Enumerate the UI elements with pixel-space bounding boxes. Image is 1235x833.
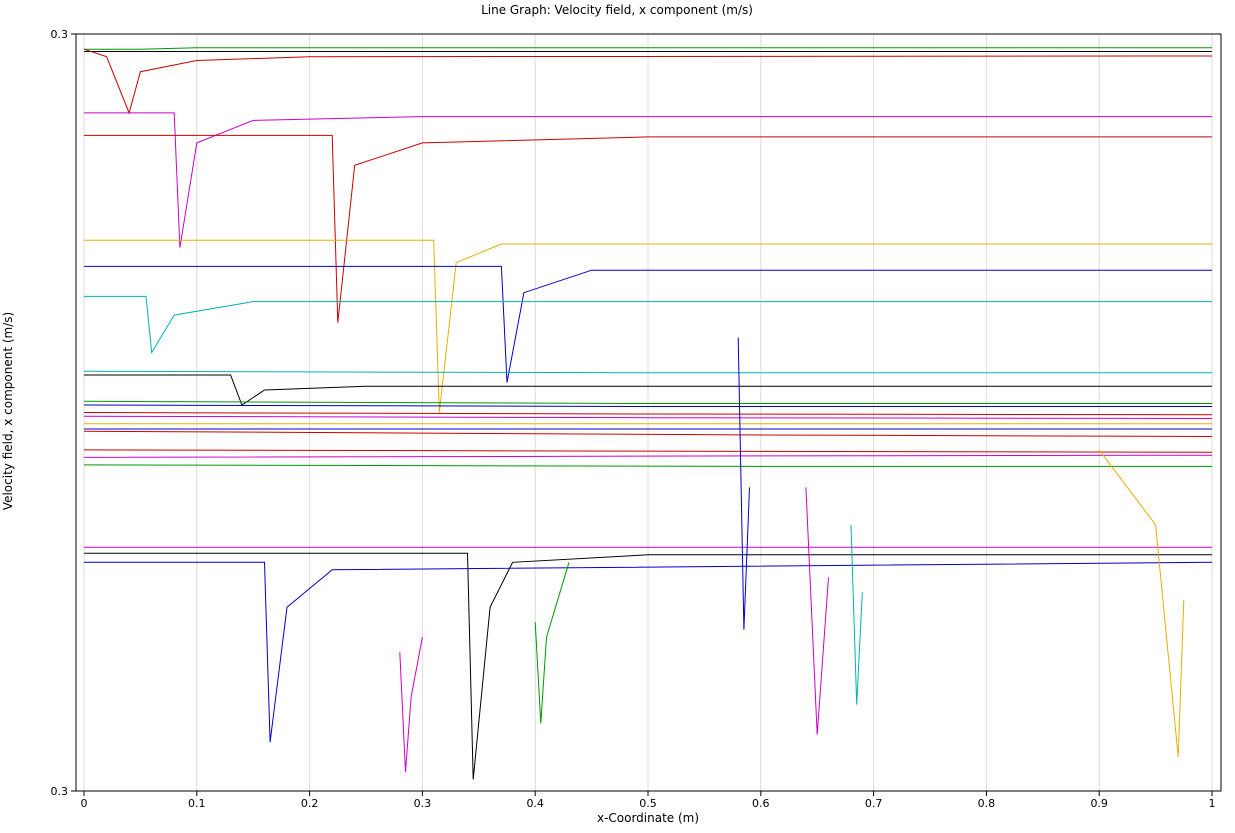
series-group [83, 47, 1213, 780]
series-line-18 [83, 454, 1213, 458]
x-tick-label: 0.7 [865, 797, 883, 810]
x-tick-label: 0.2 [301, 797, 319, 810]
series-line-16 [83, 430, 1213, 437]
series-line-25 [1098, 449, 1185, 758]
grid-lines [83, 34, 1213, 791]
series-line-24 [534, 562, 570, 724]
y-tick-label: 0.3 [51, 785, 69, 798]
x-tick-label: 0 [81, 797, 88, 810]
series-line-2 [83, 48, 1213, 115]
x-axis-label: x-Coordinate (m) [597, 811, 699, 825]
series-line-8 [83, 370, 1212, 374]
series-line-10 [83, 404, 1212, 407]
series-line-17 [83, 449, 1213, 453]
series-line-4 [84, 134, 1212, 323]
series-line-3 [84, 112, 1212, 248]
series-line-6 [84, 265, 1212, 383]
x-tick-label: 0.5 [639, 797, 657, 810]
series-line-21 [84, 552, 1212, 780]
x-tick-label: 0.3 [414, 797, 432, 810]
series-line-23 [399, 637, 423, 773]
y-tick-label: 0.3 [51, 28, 69, 41]
chart-title: Line Graph: Velocity field, x component … [481, 3, 753, 17]
series-line-27 [850, 524, 863, 705]
series-line-28 [737, 337, 750, 630]
x-axis-ticks: 0 0.1 0.2 0.3 0.4 0.5 0.6 0.7 0.8 0.9 1 [81, 791, 1216, 810]
series-line-26 [805, 487, 829, 735]
series-line-11 [83, 400, 1212, 404]
series-line-0 [84, 47, 1212, 50]
series-line-7 [84, 295, 1212, 355]
series-line-19 [83, 464, 1212, 467]
series-line-12 [83, 412, 1213, 416]
x-tick-label: 0.6 [752, 797, 770, 810]
series-line-5 [84, 239, 1212, 413]
x-tick-label: 0.4 [526, 797, 544, 810]
x-tick-label: 0.8 [978, 797, 996, 810]
series-line-22 [84, 561, 1213, 743]
x-tick-label: 0.1 [188, 797, 206, 810]
x-tick-label: 1 [1209, 797, 1216, 810]
x-tick-label: 0.9 [1090, 797, 1108, 810]
y-axis-label: Velocity field, x component (m/s) [1, 312, 15, 510]
series-line-9 [84, 374, 1212, 406]
y-axis-ticks: 0.3 0.3 [51, 28, 76, 798]
series-line-13 [83, 415, 1213, 419]
